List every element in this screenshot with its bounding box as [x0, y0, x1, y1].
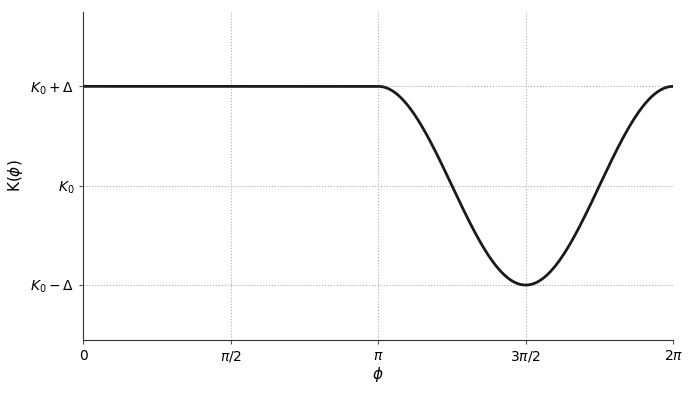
X-axis label: $\phi$: $\phi$	[373, 365, 384, 384]
Y-axis label: K($\phi$): K($\phi$)	[6, 160, 24, 192]
